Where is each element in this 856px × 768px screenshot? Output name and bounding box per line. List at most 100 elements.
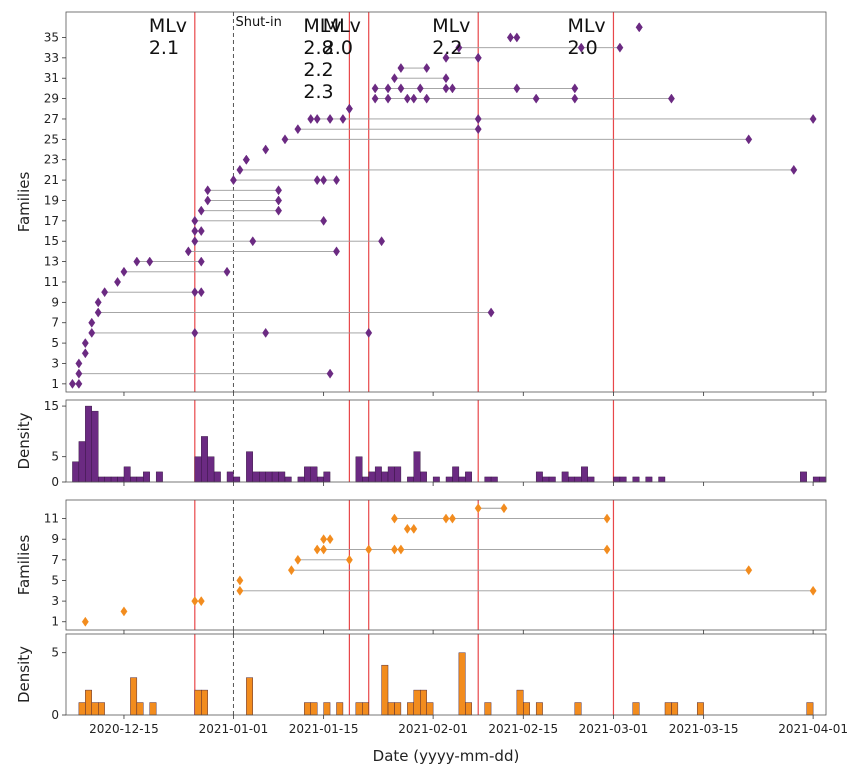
purple-families-event-marker: [474, 114, 482, 124]
purple-families-event-marker: [275, 195, 282, 206]
purple-families-event-marker: [191, 236, 199, 247]
event-annotation: 2.2: [432, 37, 462, 59]
purple-families-event-marker: [397, 83, 405, 94]
purple-families-ytick-label: 29: [44, 92, 59, 106]
purple-density-density-bar: [278, 471, 286, 483]
purple-density-density-bar: [85, 405, 92, 483]
purple-density-density-bar: [310, 466, 318, 483]
purple-density-density-bar: [407, 476, 414, 483]
orange-families-event-marker: [326, 534, 334, 545]
orange-families-event-marker: [391, 544, 398, 555]
purple-families-event-marker: [88, 317, 96, 328]
purple-families-event-marker: [294, 124, 302, 135]
purple-density-density-bar: [201, 436, 208, 483]
purple-families-event-marker: [230, 175, 237, 186]
purple-density-density-bar: [213, 471, 221, 483]
purple-families-event-marker: [191, 226, 199, 236]
purple-density-density-bar: [123, 466, 131, 483]
purple-density-density-bar: [323, 471, 331, 483]
purple-families-event-marker: [455, 42, 463, 53]
orange-families-event-marker: [191, 596, 199, 607]
orange-families-ytick-label: 11: [44, 512, 59, 526]
x-tick-label: 2021-04-01: [778, 722, 848, 736]
x-tick-label: 2021-02-15: [488, 722, 558, 736]
orange-families-event-marker: [603, 513, 611, 524]
event-annotation: MLv: [303, 15, 341, 37]
purple-families-ytick-label: 7: [51, 316, 59, 330]
orange-families-event-marker: [391, 513, 398, 524]
purple-density-density-bar: [297, 476, 305, 483]
purple-density-density-bar: [284, 476, 292, 483]
purple-families-ytick-label: 27: [44, 112, 59, 126]
orange-density-density-bar: [574, 702, 582, 716]
purple-density-density-bar: [368, 471, 376, 483]
purple-families-event-marker: [577, 42, 585, 53]
purple-density-density-bar: [117, 476, 125, 483]
orange-density-density-bar: [355, 702, 363, 716]
purple-density-density-bar: [561, 471, 569, 483]
event-annotation: 2.3: [303, 81, 333, 103]
orange-density-density-bar: [394, 702, 402, 716]
purple-families-event-marker: [442, 83, 450, 94]
purple-families-event-marker: [532, 93, 540, 104]
purple-families-event-marker: [371, 83, 379, 94]
orange-density-density-bar: [91, 702, 99, 716]
event-annotation: 2.2: [303, 59, 333, 81]
orange-density-density-bar: [381, 664, 389, 716]
purple-families-event-marker: [236, 164, 244, 175]
orange-density-density-bar: [632, 702, 640, 716]
orange-density-density-bar: [310, 702, 318, 716]
orange-density-density-bar: [535, 702, 543, 716]
purple-density-density-bar: [194, 456, 202, 483]
purple-families-event-marker: [120, 266, 128, 277]
purple-families-event-marker: [313, 175, 321, 186]
purple-families-event-marker: [384, 93, 392, 104]
orange-families-ytick-label: 1: [51, 615, 59, 629]
purple-density-density-bar: [420, 471, 427, 483]
purple-density-density-bar: [812, 476, 820, 483]
orange-families-event-marker: [313, 544, 321, 555]
event-annotation: 2.0: [323, 37, 353, 59]
purple-density-frame: [65, 399, 827, 483]
purple-families-event-marker: [790, 164, 798, 175]
purple-families-event-marker: [416, 83, 424, 94]
orange-families-event-marker: [236, 575, 244, 586]
purple-families-event-marker: [204, 195, 212, 206]
event-annotation: MLv: [567, 15, 605, 37]
purple-density-density-bar: [316, 476, 324, 483]
purple-families-event-marker: [197, 287, 205, 298]
orange-families-event-marker: [197, 596, 205, 607]
orange-density-density-bar: [85, 689, 92, 716]
purple-density-ytick-label: 0: [51, 475, 59, 489]
event-annotation: Shut-in: [235, 15, 281, 30]
x-tick-label: 2021-01-15: [289, 722, 359, 736]
orange-families-event-marker: [294, 554, 302, 565]
orange-density-density-bar: [130, 677, 138, 716]
purple-density-density-bar: [568, 476, 576, 483]
purple-density-density-bar: [465, 471, 472, 483]
purple-density-density-bar: [587, 476, 595, 483]
orange-density-density-bar: [136, 702, 144, 716]
purple-density-density-bar: [246, 451, 253, 483]
purple-families-event-marker: [275, 205, 282, 216]
orange-density-density-bar: [458, 652, 466, 716]
purple-density-density-bar: [613, 476, 621, 483]
purple-density-density-bar: [226, 471, 234, 483]
purple-families-event-marker: [275, 185, 282, 196]
purple-families-event-marker: [365, 327, 373, 338]
purple-families-event-marker: [262, 327, 270, 338]
purple-density-density-bar: [252, 471, 260, 483]
purple-families-event-marker: [513, 83, 521, 94]
purple-density-density-bar: [381, 471, 389, 483]
purple-families-event-marker: [571, 83, 579, 94]
orange-density-ytick-label: 5: [51, 646, 59, 660]
orange-density-density-bar: [806, 702, 814, 716]
event-annotation: MLv: [149, 15, 187, 37]
purple-families-event-marker: [442, 73, 450, 84]
purple-families-event-marker: [75, 378, 83, 389]
orange-density-density-bar: [323, 702, 331, 716]
purple-density-density-bar: [136, 476, 144, 483]
purple-families-event-marker: [81, 338, 89, 349]
purple-families-event-marker: [184, 246, 192, 257]
